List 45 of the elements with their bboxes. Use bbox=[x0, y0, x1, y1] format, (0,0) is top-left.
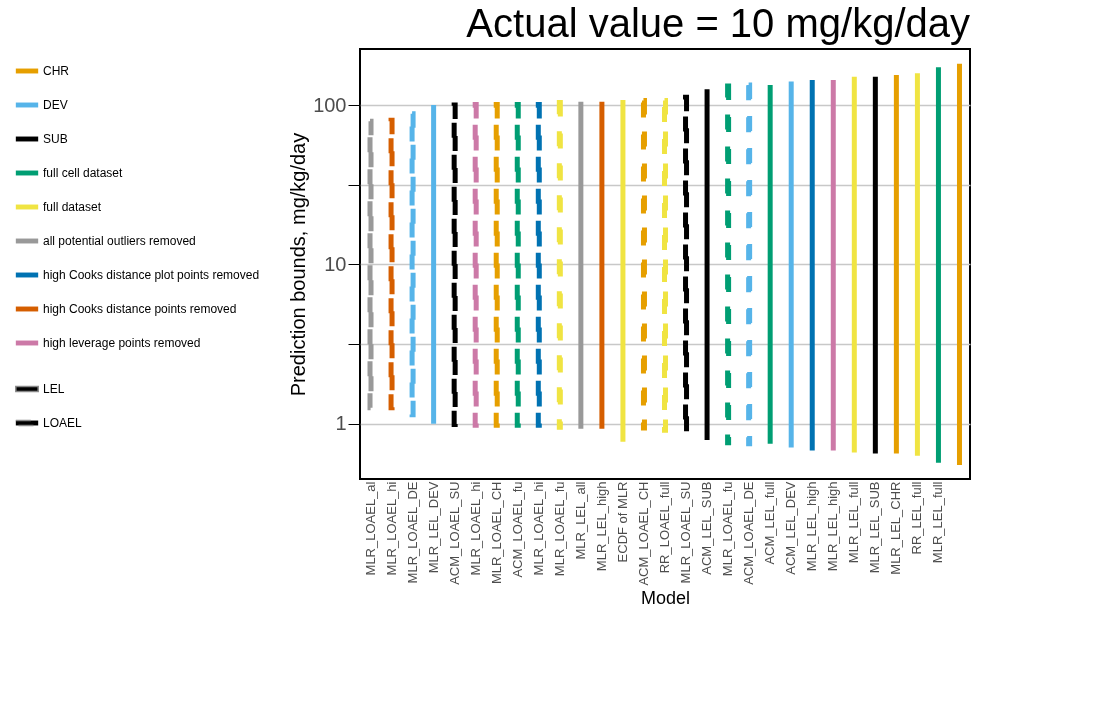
x-tick-label: MLR_LEL_full bbox=[930, 481, 946, 564]
x-tick-label: MLR_LOAEL_fu bbox=[551, 481, 567, 577]
x-tick-label: RR_LEL_full bbox=[909, 481, 925, 555]
x-tick-label: MLR_LEL_DEV bbox=[425, 481, 441, 574]
legend-label: high Cooks distance points removed bbox=[43, 302, 237, 316]
x-tick-label: ACM_LOAEL_SU bbox=[446, 481, 462, 585]
x-tick-label: MLR_LOAEL_fu bbox=[720, 481, 736, 577]
legend-label: DEV bbox=[43, 98, 68, 112]
x-tick-label: MLR_LOAEL_hi bbox=[530, 481, 546, 576]
x-tick-label: MLR_LEL_CHR bbox=[888, 481, 904, 575]
x-tick-label: ACM_LOAEL_DE bbox=[741, 481, 757, 585]
text: LEL bbox=[43, 382, 65, 396]
x-tick-label: ACM_LOAEL_CH bbox=[635, 481, 651, 586]
y-axis-title: Prediction bounds, mg/kg/day bbox=[287, 132, 310, 397]
y-tick-label: 100 bbox=[313, 93, 347, 116]
x-tick-label: MLR_LEL_full bbox=[846, 481, 862, 564]
y-tick-label: 10 bbox=[324, 252, 347, 275]
legend-label: full dataset bbox=[43, 200, 102, 214]
chart-title: Actual value = 10 mg/kg/day bbox=[466, 1, 970, 45]
x-tick-label: MLR_LEL_all bbox=[572, 481, 588, 560]
legend-label: all potential outliers removed bbox=[43, 234, 196, 248]
x-tick-label: MLR_LOAEL_al bbox=[362, 481, 378, 576]
x-tick-label: MLR_LOAEL_CH bbox=[488, 481, 504, 585]
x-tick-label: MLR_LOAEL_hi bbox=[383, 481, 399, 576]
x-tick-label: MLR_LEL_SUB bbox=[867, 481, 883, 574]
x-axis-title: Model bbox=[640, 587, 691, 608]
x-tick-label: ACM_LOAEL_fu bbox=[509, 481, 525, 578]
x-tick-label: MLR_LOAEL_hi bbox=[467, 481, 483, 576]
text: LOAEL bbox=[43, 416, 83, 430]
x-tick-label: RR_LOAEL_full bbox=[657, 481, 672, 574]
x-tick-label: ACM_LEL_SUB bbox=[699, 481, 715, 575]
x-tick-label: MLR_LOAEL_DE bbox=[404, 481, 420, 584]
x-tick-label: ACM_LEL_DEV bbox=[783, 481, 799, 575]
legend-label: full cell dataset bbox=[43, 166, 124, 180]
x-tick-label: ACM_LEL_full bbox=[762, 481, 778, 565]
legend-label: CHR bbox=[43, 64, 70, 78]
x-tick-label: MLR_LOAEL_SU bbox=[678, 481, 694, 584]
legend-label: high Cooks distance plot points removed bbox=[43, 268, 260, 282]
x-tick-label: MLR_LEL_high bbox=[825, 481, 841, 572]
y-tick-label: 1 bbox=[335, 412, 347, 435]
x-tick-label: MLR_LEL_high bbox=[593, 481, 609, 572]
legend-label: high leverage points removed bbox=[43, 336, 201, 350]
x-tick-label: ECDF of MLR bbox=[614, 481, 630, 563]
x-tick-label: MLR_LEL_high bbox=[804, 481, 820, 572]
legend-label: SUB bbox=[43, 132, 68, 146]
